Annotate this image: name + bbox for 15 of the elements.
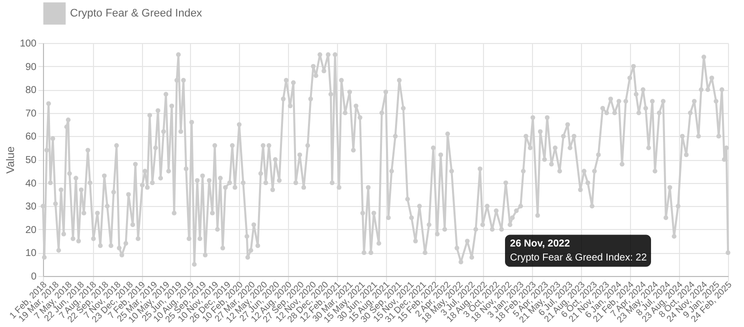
y-tick-label: 50: [25, 155, 37, 166]
annotation: 26 Nov, 2022: [510, 238, 570, 250]
annotation: Crypto Fear & Greed Index: 22: [510, 252, 648, 264]
y-tick-label: 70: [25, 108, 37, 120]
y-tick-label: 80: [25, 85, 37, 96]
y-tick-label: 0: [30, 272, 37, 282]
y-tick-label: 10: [25, 248, 37, 260]
y-tick-label: 60: [25, 132, 37, 143]
y-tick-label: 90: [25, 62, 37, 73]
y-tick-label: 30: [25, 202, 37, 213]
y-tick-label: 100: [20, 38, 37, 50]
y-tick-label: 20: [25, 224, 37, 236]
y-tick-label: 40: [25, 178, 37, 190]
legend-label: Crypto Fear & Greed Index: [70, 8, 203, 20]
y-axis-title: Value: [4, 146, 17, 174]
